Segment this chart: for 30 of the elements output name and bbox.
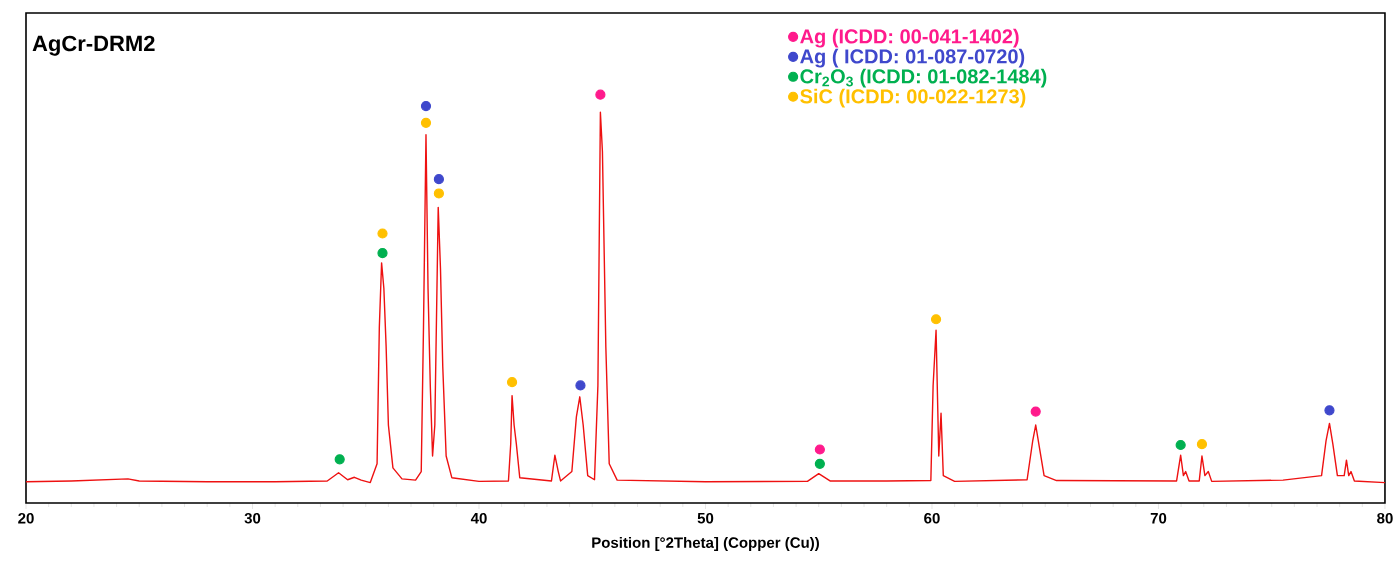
point: [377, 228, 388, 239]
point: [575, 380, 586, 391]
legend-label: SiC (ICDD: 00-022-1273): [800, 88, 1026, 108]
point: [334, 454, 345, 465]
point: [814, 444, 825, 455]
x-tick-label: 60: [924, 512, 940, 524]
point: [930, 314, 942, 325]
point: [814, 458, 825, 469]
point: [595, 89, 606, 100]
legend-label: Ag ( ICDD: 01-087-0720): [800, 48, 1025, 68]
x-tick-label: 30: [244, 512, 261, 524]
point: [433, 174, 444, 185]
x-tick-label: 70: [1150, 512, 1167, 524]
point: [1030, 406, 1041, 417]
point: [433, 188, 444, 199]
x-axis-title: Position [°2Theta] (Copper (Cu)): [592, 536, 819, 551]
point: [1196, 439, 1208, 450]
x-tick-label: 80: [1377, 512, 1393, 524]
point: [420, 117, 432, 128]
legend-label: Cr$_{2}$O$_{3}$ (ICDD: 01-082-1484): [800, 68, 1047, 88]
point: [1175, 439, 1186, 451]
legend-label: Ag (ICDD: 00-041-1402): [800, 28, 1019, 48]
x-tick-label: 20: [18, 512, 34, 524]
point: [506, 377, 518, 388]
chart-title: AgCr-DRM2: [32, 35, 155, 56]
x-tick-label: 40: [470, 512, 487, 524]
point: [420, 101, 432, 112]
x-tick-label: 50: [697, 512, 714, 524]
point: [377, 248, 388, 259]
point: [1324, 405, 1335, 416]
